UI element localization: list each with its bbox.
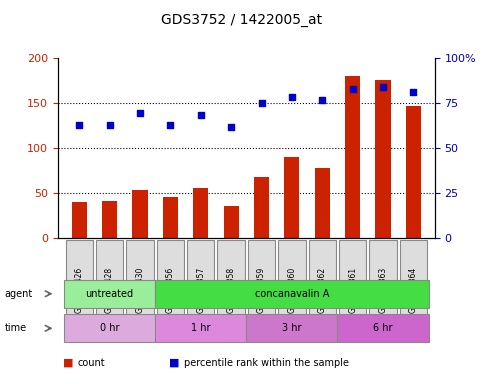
Point [197,112,205,118]
Text: GSM429860: GSM429860 [287,267,297,313]
FancyBboxPatch shape [217,240,245,340]
FancyBboxPatch shape [156,240,184,340]
Point [75,122,83,128]
Bar [163,197,178,238]
Text: 1 hr: 1 hr [191,323,211,333]
Bar [193,187,208,238]
Text: GSM429426: GSM429426 [75,267,84,313]
Text: agent: agent [5,289,33,299]
Point [167,122,174,128]
Text: 3 hr: 3 hr [282,323,302,333]
FancyBboxPatch shape [155,314,246,342]
Bar [71,202,87,238]
FancyBboxPatch shape [127,240,154,340]
FancyBboxPatch shape [248,240,275,340]
FancyBboxPatch shape [278,240,306,340]
Text: GSM429430: GSM429430 [136,267,144,313]
Text: ■: ■ [63,358,73,368]
Text: concanavalin A: concanavalin A [255,289,329,299]
Text: GSM429859: GSM429859 [257,267,266,313]
Text: percentile rank within the sample: percentile rank within the sample [184,358,349,368]
Text: untreated: untreated [85,289,134,299]
Text: GSM429863: GSM429863 [379,267,387,313]
Bar [224,205,239,238]
Text: GSM429861: GSM429861 [348,267,357,313]
Point [227,124,235,130]
Point [318,97,326,103]
Bar [132,190,148,238]
Bar [406,106,421,238]
Bar [284,157,299,238]
Bar [102,201,117,238]
Bar [345,76,360,238]
Text: ■: ■ [169,358,180,368]
FancyBboxPatch shape [66,240,93,340]
Text: GSM429864: GSM429864 [409,267,418,313]
FancyBboxPatch shape [246,314,338,342]
FancyBboxPatch shape [338,314,428,342]
FancyBboxPatch shape [309,240,336,340]
Text: count: count [77,358,105,368]
FancyBboxPatch shape [339,240,366,340]
FancyBboxPatch shape [155,280,428,308]
Text: GSM429428: GSM429428 [105,267,114,313]
Point [288,94,296,100]
Bar [254,177,269,238]
Text: 6 hr: 6 hr [373,323,393,333]
Text: time: time [5,323,27,333]
Text: GDS3752 / 1422005_at: GDS3752 / 1422005_at [161,13,322,27]
Text: 0 hr: 0 hr [100,323,119,333]
Point [136,109,144,116]
FancyBboxPatch shape [369,240,397,340]
FancyBboxPatch shape [187,240,214,340]
Bar [315,168,330,238]
Point [410,89,417,95]
Point [106,122,114,128]
Bar [375,80,391,238]
Text: GSM429856: GSM429856 [166,267,175,313]
FancyBboxPatch shape [400,240,427,340]
Point [379,84,387,91]
Text: GSM429858: GSM429858 [227,267,236,313]
FancyBboxPatch shape [64,280,155,308]
Point [349,86,356,92]
Point [257,100,265,106]
Text: GSM429857: GSM429857 [196,267,205,313]
FancyBboxPatch shape [96,240,123,340]
FancyBboxPatch shape [64,314,155,342]
Text: GSM429862: GSM429862 [318,267,327,313]
